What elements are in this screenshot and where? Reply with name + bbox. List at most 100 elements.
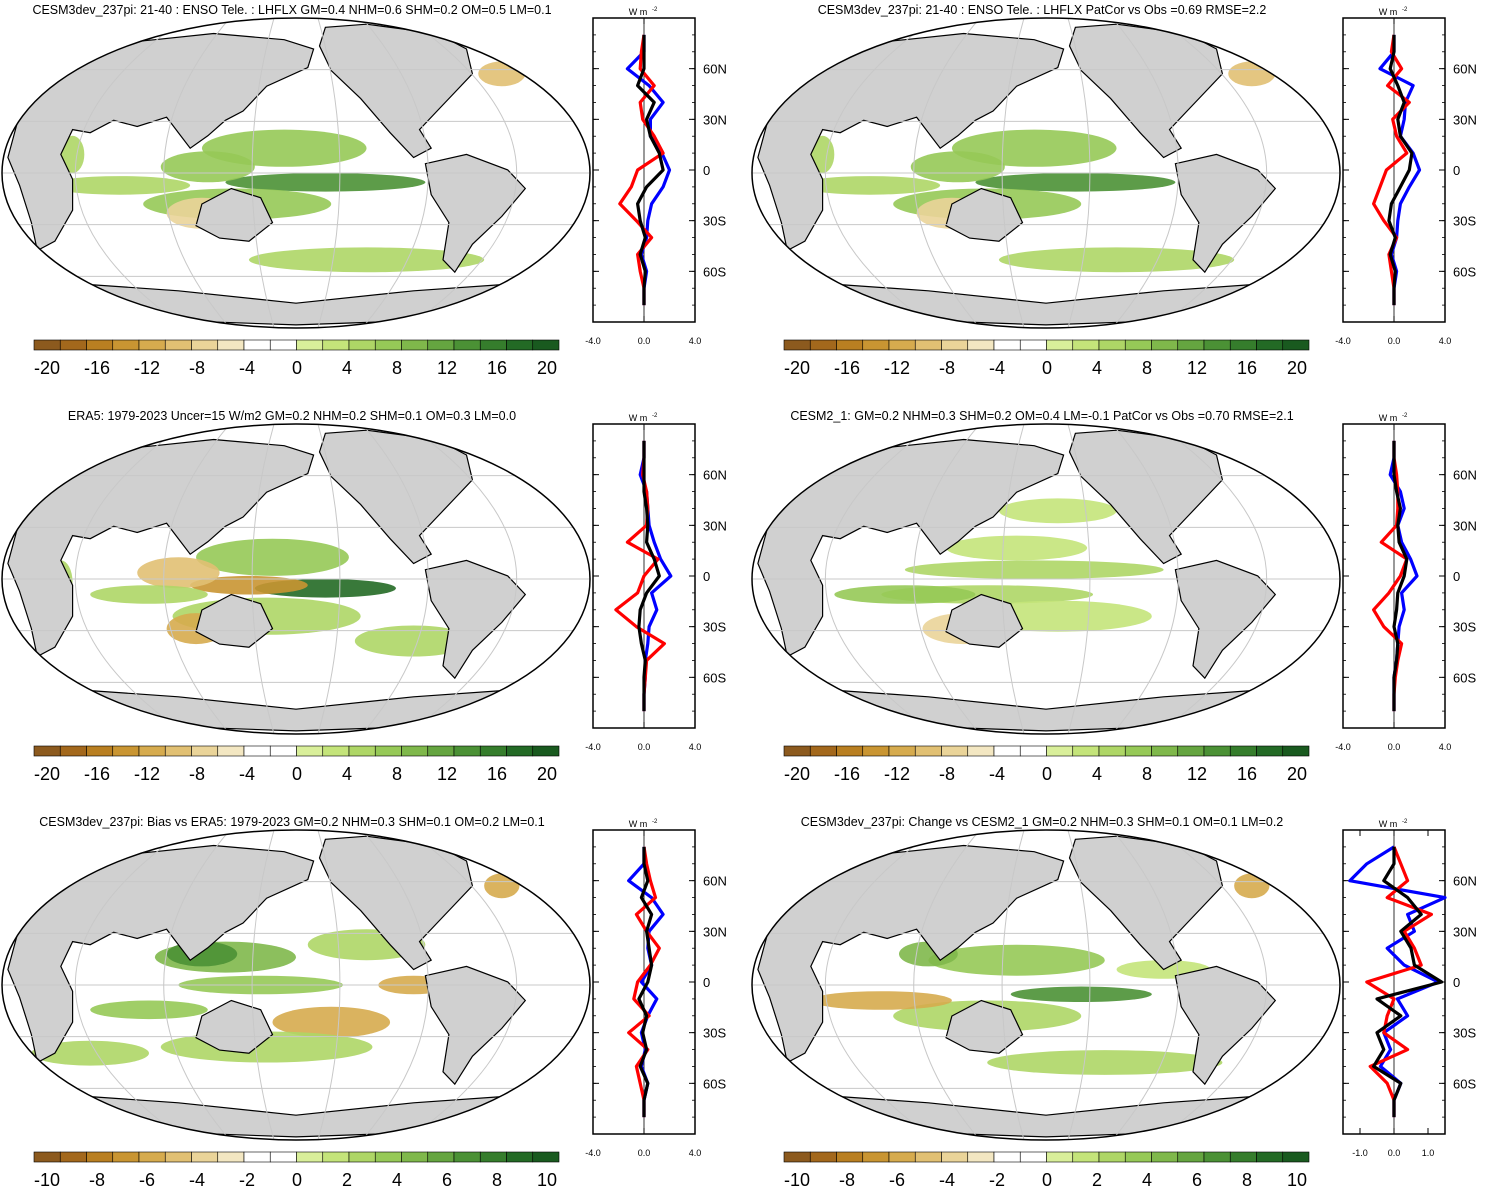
- colorbar-label: -8: [189, 764, 205, 784]
- colorbar-label: -2: [239, 1170, 255, 1187]
- longitude-gridline: [913, 830, 981, 1140]
- colorbar-swatch: [862, 339, 890, 351]
- longitude-gridline: [163, 424, 231, 734]
- colorbar-swatch: [1256, 339, 1284, 351]
- profile-line-red: [627, 846, 661, 1118]
- panel-cesm3-lhflx: CESM3dev_237pi: 21-40 : ENSO Tele. : LHF…: [1, 3, 727, 378]
- colorbar-swatch: [506, 1151, 534, 1163]
- profile-lat-label: 0: [703, 569, 710, 584]
- colorbar-swatch: [112, 745, 140, 757]
- world-map: [1, 423, 591, 735]
- colorbar-swatch: [1151, 745, 1179, 757]
- colorbar-label: -4: [989, 358, 1005, 378]
- anomaly-region: [910, 151, 1005, 183]
- profile-lat-label: 60S: [1453, 264, 1476, 279]
- colorbar-swatch: [836, 745, 864, 757]
- anomaly-region: [354, 625, 473, 657]
- longitude-gridline: [1156, 18, 1268, 328]
- colorbar-swatch: [164, 745, 192, 757]
- colorbar-label: 0: [1042, 358, 1052, 378]
- landmass: [195, 187, 274, 242]
- colorbar-swatch: [888, 1151, 916, 1163]
- colorbar-label: -4: [189, 1170, 205, 1187]
- panel-cesm2: CESM2_1: GM=0.2 NHM=0.3 SHM=0.2 OM=0.4 L…: [751, 409, 1477, 784]
- profile-unit-exponent: -2: [1402, 819, 1408, 825]
- colorbar-swatch: [191, 745, 219, 757]
- profile-lat-label: 30N: [703, 924, 727, 939]
- colorbar-label: -12: [884, 764, 910, 784]
- colorbar-label: -12: [134, 764, 160, 784]
- longitude-gridline: [406, 830, 518, 1140]
- colorbar-label: 4: [1142, 1170, 1152, 1187]
- world-map: [751, 423, 1341, 735]
- colorbar-swatch: [401, 745, 429, 757]
- map-content: [2, 424, 590, 734]
- anomaly-region: [196, 538, 349, 576]
- colorbar-label: 16: [487, 358, 507, 378]
- anomaly-region: [248, 247, 485, 273]
- longitude-gridline: [163, 18, 231, 328]
- panel-title: CESM2_1: GM=0.2 NHM=0.3 SHM=0.2 OM=0.4 L…: [790, 409, 1293, 423]
- colorbar: -20 -16 -12 -8 -4 0 4 8 12 16 20: [33, 745, 560, 784]
- colorbar-swatch: [1019, 1151, 1047, 1163]
- profile-lat-label: 30S: [703, 214, 726, 229]
- colorbar-swatch: [322, 339, 350, 351]
- longitude-gridline: [1067, 830, 1091, 1140]
- landmass: [945, 593, 1024, 648]
- colorbar-swatch: [809, 745, 837, 757]
- profile-lat-label: 60S: [1453, 670, 1476, 685]
- colorbar-swatch: [112, 339, 140, 351]
- profile-lat-label: 30N: [1453, 112, 1477, 127]
- anomaly-region: [90, 1000, 208, 1020]
- colorbar-swatch: [809, 339, 837, 351]
- colorbar-swatch: [1098, 339, 1126, 351]
- colorbar-swatch: [836, 1151, 864, 1163]
- colorbar-swatch: [33, 339, 61, 351]
- profile-x-label: 0.0: [1388, 742, 1401, 752]
- colorbar-swatch: [217, 745, 245, 757]
- colorbar-swatch: [427, 745, 455, 757]
- map-border: [751, 423, 1341, 735]
- profile-line-black: [1372, 846, 1444, 1118]
- colorbar-label: 12: [1187, 764, 1207, 784]
- colorbar-label: 10: [1287, 1170, 1307, 1187]
- longitude-gridline: [251, 18, 275, 328]
- profile-unit: W m: [1379, 7, 1398, 17]
- colorbar-swatch: [532, 745, 560, 757]
- colorbar-label: -4: [939, 1170, 955, 1187]
- landmass: [477, 832, 550, 868]
- profile-lat-label: 30S: [703, 620, 726, 635]
- colorbar-label: -4: [989, 764, 1005, 784]
- profile-x-label: 0.0: [638, 336, 651, 346]
- colorbar-swatch: [941, 1151, 969, 1163]
- colorbar-swatch: [269, 745, 297, 757]
- landmass: [945, 187, 1024, 242]
- colorbar-label: -20: [34, 764, 60, 784]
- landmass: [7, 438, 315, 658]
- colorbar: -20 -16 -12 -8 -4 0 4 8 12 16 20: [783, 339, 1310, 378]
- colorbar-swatch: [1282, 745, 1310, 757]
- panel-title: CESM3dev_237pi: Bias vs ERA5: 1979-2023 …: [39, 815, 545, 829]
- colorbar-swatch: [322, 1151, 350, 1163]
- colorbar-label: 16: [1237, 764, 1257, 784]
- colorbar-swatch: [164, 1151, 192, 1163]
- zonal-profile: W m -2 60N 30N 0 30S 60S -4.0 0.0 4.0: [1335, 7, 1477, 346]
- landmass: [195, 593, 274, 648]
- colorbar-swatch: [993, 339, 1021, 351]
- profile-line-red: [1372, 34, 1411, 306]
- landmass: [7, 844, 315, 1064]
- profile-lat-label: 60S: [703, 1076, 726, 1091]
- profile-x-label: 0.0: [638, 1148, 651, 1158]
- colorbar-swatch: [1229, 339, 1257, 351]
- colorbar-swatch: [453, 745, 481, 757]
- profile-lat-label: 30N: [703, 112, 727, 127]
- profile-x-label: 0.0: [1388, 336, 1401, 346]
- colorbar-label: -16: [84, 358, 110, 378]
- colorbar-swatch: [112, 1151, 140, 1163]
- colorbar-swatch: [1151, 339, 1179, 351]
- colorbar-label: 4: [392, 1170, 402, 1187]
- colorbar-swatch: [33, 1151, 61, 1163]
- colorbar-label: 20: [537, 358, 557, 378]
- colorbar-swatch: [1072, 745, 1100, 757]
